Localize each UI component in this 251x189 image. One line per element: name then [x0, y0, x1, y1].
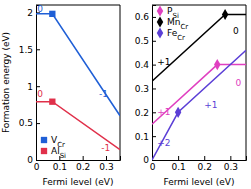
- y-tick-mark: [36, 160, 40, 161]
- y-tick: 1.5: [19, 45, 40, 55]
- x-tick-label: 0.3: [224, 162, 238, 172]
- y-tick-mark: [152, 17, 156, 18]
- legend: PSiMnCrFeCr: [157, 5, 189, 42]
- x-axis-line: [153, 156, 247, 161]
- frame: [36, 5, 120, 6]
- x-tick-label: 0.2: [198, 162, 212, 172]
- y-tick-label: 2: [27, 8, 33, 18]
- x-axis: 0 0.1 0.2 0.3: [150, 156, 247, 172]
- x-tick: 0.3: [99, 156, 113, 172]
- charge-label: +1: [157, 57, 170, 67]
- y-tick-mark: [152, 136, 156, 137]
- series-line: [152, 15, 246, 82]
- y-axis-title: Formation energy (eV): [1, 32, 11, 133]
- legend-label: FeCr: [167, 28, 185, 42]
- charge-label: 0: [236, 78, 242, 88]
- y-tick-label: 0.2: [135, 108, 149, 118]
- legend-symbol: [41, 137, 47, 143]
- x-axis-line: [37, 156, 121, 161]
- y-tick-label: 0.6: [135, 12, 150, 22]
- series-line: [36, 14, 120, 116]
- y-tick: 0: [27, 155, 40, 165]
- y-tick-mark: [152, 41, 156, 42]
- y-tick-label: 1: [27, 82, 33, 92]
- frame: [120, 5, 121, 160]
- legend-symbol: [157, 5, 163, 16]
- frame: [246, 5, 247, 160]
- panel: 0 0.1 0.2 0.3 0 0.5 1 1.5 2 Fermi level (eV) Forma…: [1, 4, 121, 187]
- charge-label: -1: [101, 143, 110, 153]
- x-tick-label: 0: [34, 162, 40, 172]
- y-tick-mark: [152, 160, 156, 161]
- y-tick: 0.3: [135, 84, 156, 94]
- y-tick-label: 0.3: [135, 84, 149, 94]
- y-tick-label: 1.5: [19, 45, 33, 55]
- y-tick-mark: [36, 49, 40, 50]
- x-tick-mark: [83, 156, 84, 160]
- x-tick-label: 0: [150, 162, 156, 172]
- legend-symbol: [157, 16, 163, 27]
- x-tick: 0.2: [76, 156, 90, 172]
- y-tick-label: 0: [143, 155, 149, 165]
- figure: 0 0.1 0.2 0.3 0 0.5 1 1.5 2 Fermi level (eV) Forma…: [0, 0, 251, 189]
- x-tick-label: 0.2: [76, 162, 90, 172]
- y-tick-mark: [152, 88, 156, 89]
- y-tick-mark: [36, 86, 40, 87]
- x-tick-label: 0.3: [99, 162, 113, 172]
- x-tick: 0.3: [224, 156, 238, 172]
- x-tick-label: 0.1: [171, 162, 185, 172]
- charge-label: 0: [233, 26, 239, 36]
- y-axis-line: [153, 6, 157, 161]
- x-tick-label: 0.1: [53, 162, 67, 172]
- y-tick-mark: [152, 112, 156, 113]
- y-axis-line: [37, 6, 41, 161]
- y-tick-label: 0: [27, 155, 33, 165]
- x-tick-mark: [106, 156, 107, 160]
- transition-marker: [175, 107, 181, 118]
- legend-symbol: [157, 27, 163, 38]
- y-tick-label: 0.1: [135, 132, 149, 142]
- x-tick-mark: [204, 156, 205, 160]
- plot-area: [152, 9, 246, 160]
- y-axis: 0 0.1 0.2 0.3 0.4 0.5 0.6: [135, 6, 156, 166]
- plot-area: [36, 11, 120, 150]
- charge-label: 0: [37, 89, 43, 99]
- y-tick-mark: [152, 65, 156, 66]
- charge-label: +1: [157, 107, 170, 117]
- charge-label: +2: [157, 138, 170, 148]
- x-tick: 0.2: [198, 156, 212, 172]
- y-tick: 0.6: [135, 12, 156, 22]
- x-tick-mark: [178, 156, 179, 160]
- y-tick: 0.1: [135, 132, 156, 142]
- transition-marker: [49, 11, 55, 17]
- legend-label: AlSi: [51, 146, 66, 160]
- y-tick-mark: [36, 123, 40, 124]
- y-tick-label: 0.5: [19, 118, 33, 128]
- transition-marker: [214, 59, 220, 70]
- y-axis: 0 0.5 1 1.5 2: [19, 6, 40, 166]
- y-tick-label: 0.4: [135, 60, 150, 70]
- legend: VCrAlSi: [41, 135, 66, 160]
- y-tick: 0.4: [135, 60, 156, 70]
- charge-label: 0: [37, 4, 43, 14]
- charge-label: +1: [204, 100, 217, 110]
- x-axis-title: Fermi level (eV): [43, 177, 114, 187]
- series-line: [152, 65, 246, 125]
- y-tick-label: 0.5: [135, 36, 149, 46]
- transition-marker: [49, 99, 55, 105]
- x-axis-title: Fermi level (eV): [164, 177, 235, 187]
- x-tick: 0.1: [171, 156, 185, 172]
- transition-marker: [222, 9, 228, 20]
- x-axis: 0 0.1 0.2 0.3: [34, 156, 121, 172]
- y-tick: 0.5: [135, 36, 156, 46]
- x-tick-mark: [230, 156, 231, 160]
- y-tick: 0.2: [135, 108, 156, 118]
- series-line: [152, 50, 246, 160]
- charge-label: -1: [99, 89, 108, 99]
- panel: 0 0.1 0.2 0.3 0 0.1 0.2 0.3 0.4 0.5 0.6 Fermi level…: [135, 5, 247, 187]
- y-tick: 0.5: [19, 118, 40, 128]
- legend-symbol: [41, 148, 47, 154]
